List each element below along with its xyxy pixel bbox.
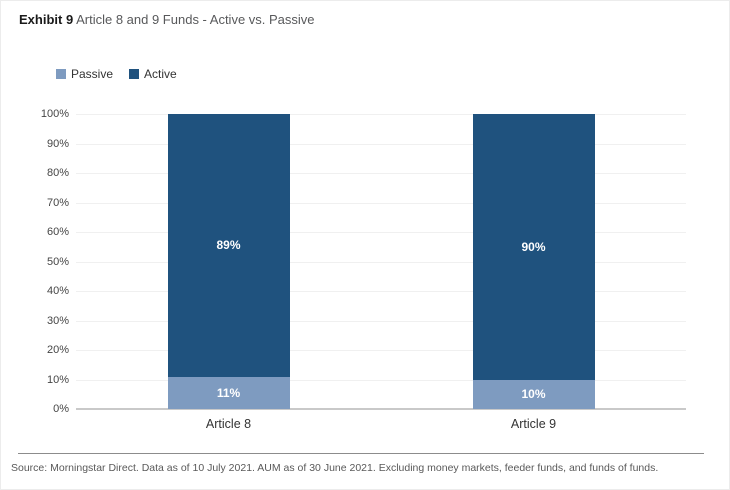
x-category-label: Article 8 xyxy=(205,417,252,431)
legend-label: Passive xyxy=(71,67,114,81)
gridline xyxy=(76,291,686,292)
chart-legend: Passive Active xyxy=(56,67,177,81)
y-tick-label: 50% xyxy=(46,255,69,268)
legend-swatch-passive xyxy=(56,69,66,79)
y-tick-label: 90% xyxy=(46,137,69,150)
gridline xyxy=(76,202,686,204)
y-tick-label: 100% xyxy=(40,108,69,120)
y-tick-label: 80% xyxy=(46,167,69,179)
y-tick-label: 20% xyxy=(46,344,69,356)
bar-article-8: 11% 89% xyxy=(167,114,290,409)
bar-segment-value-label: 90% xyxy=(521,239,546,254)
gridline xyxy=(76,173,686,174)
plot-area: 11% 89% 10% 90% xyxy=(76,114,686,410)
footer-divider xyxy=(18,453,704,454)
y-tick-label: 10% xyxy=(46,373,69,386)
bar-segment-passive: 11% xyxy=(167,376,290,409)
x-axis: Article 8 Article 9 xyxy=(76,417,686,435)
gridline xyxy=(76,261,686,263)
y-tick-label: 60% xyxy=(46,226,69,238)
bar-article-9: 10% 90% xyxy=(472,114,595,409)
page-title: Exhibit 9 Article 8 and 9 Funds - Active… xyxy=(19,12,315,28)
x-axis-line xyxy=(76,408,686,410)
bar-segment-value-label: 89% xyxy=(216,238,241,253)
gridline xyxy=(76,232,686,233)
legend-item-passive: Passive xyxy=(56,67,113,81)
exhibit-label: Exhibit 9 xyxy=(19,12,74,27)
y-tick-label: 40% xyxy=(46,285,69,297)
legend-swatch-active xyxy=(129,69,140,79)
bar-segment-passive: 10% xyxy=(472,379,595,409)
y-tick-label: 30% xyxy=(46,314,69,327)
bar-segment-active: 89% xyxy=(167,114,290,377)
y-tick-label: 0% xyxy=(53,403,69,415)
gridline xyxy=(76,350,686,351)
exhibit-title-text: Article 8 and 9 Funds - Active vs. Passi… xyxy=(76,12,315,27)
y-axis: 0% 10% 20% 30% 40% 50% 60% 70% 80% 90% 100% xyxy=(21,108,69,415)
gridline xyxy=(76,320,686,322)
gridline xyxy=(76,114,686,115)
gridline xyxy=(76,143,686,145)
x-category-label: Article 9 xyxy=(510,417,557,431)
bar-segment-active: 90% xyxy=(472,114,595,380)
source-note: Source: Morningstar Direct. Data as of 1… xyxy=(11,462,659,474)
gridline xyxy=(76,379,686,381)
bar-segment-value-label: 11% xyxy=(216,385,241,400)
y-tick-label: 70% xyxy=(46,196,69,209)
legend-label: Active xyxy=(144,67,177,81)
legend-item-active: Active xyxy=(129,67,177,81)
bar-segment-value-label: 10% xyxy=(521,387,546,402)
